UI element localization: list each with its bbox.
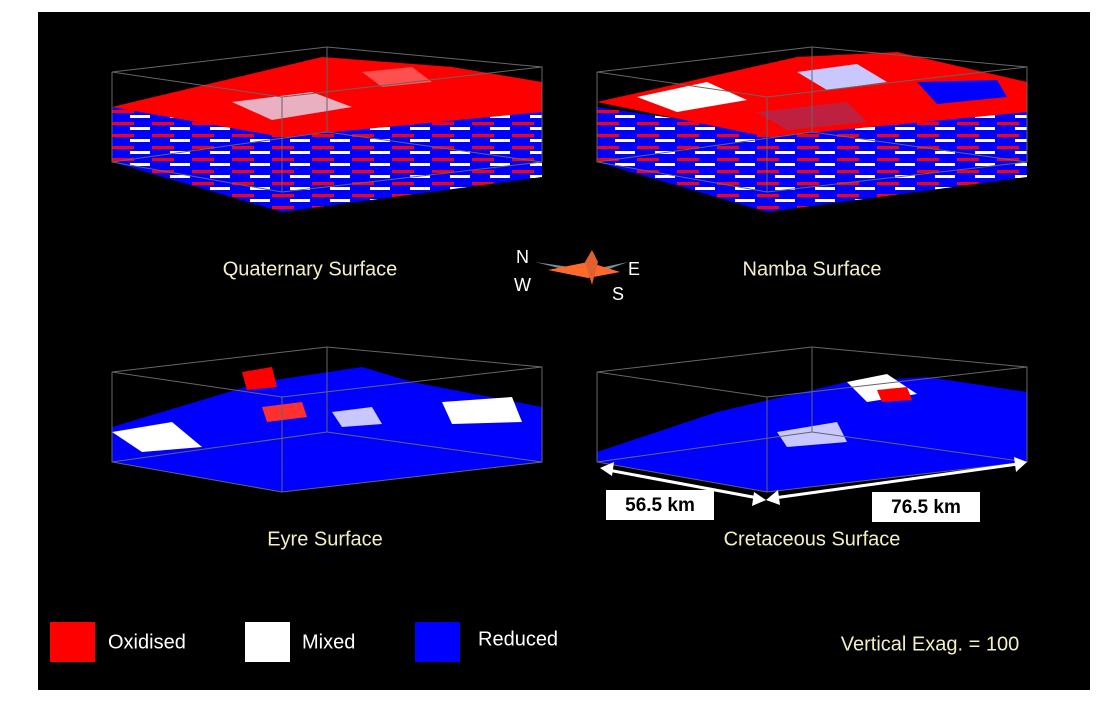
note: Vertical Exag. = 100: [841, 633, 1019, 655]
dimension-label: 76.5 km: [891, 497, 961, 518]
legend-swatch: [415, 622, 460, 662]
panel-label: Eyre Surface: [267, 528, 383, 550]
compass-e: E: [628, 259, 640, 279]
dimension-label: 56.5 km: [625, 495, 695, 516]
figure: Quaternary Surface Namba Surface Eyre Su…: [0, 0, 1105, 701]
legend-label: Reduced: [478, 628, 558, 650]
panel-label: Namba Surface: [743, 258, 882, 280]
legend-label: Oxidised: [108, 631, 186, 653]
panel-label: Quaternary Surface: [223, 258, 398, 280]
compass-n: N: [516, 247, 529, 267]
compass-w: W: [514, 275, 531, 295]
panel-label: Cretaceous Surface: [724, 528, 901, 550]
legend-label: Mixed: [302, 631, 355, 653]
compass-s: S: [612, 284, 624, 304]
legend-swatch: [245, 622, 290, 662]
legend-swatch: [50, 622, 95, 662]
